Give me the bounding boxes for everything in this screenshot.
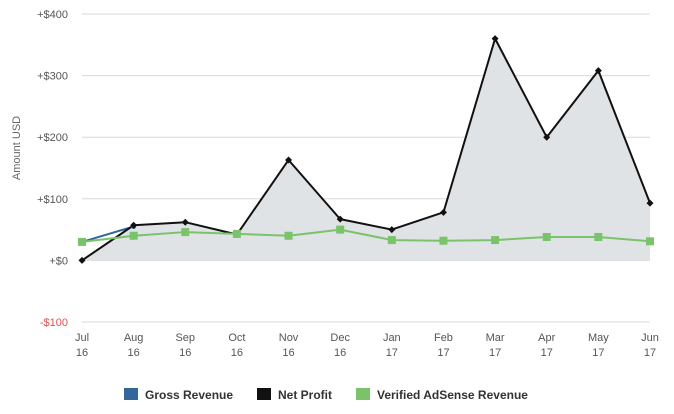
net-profit-point[interactable] <box>78 256 86 264</box>
x-tick-label: 16 <box>128 347 140 359</box>
x-tick-label: 16 <box>282 347 294 359</box>
legend-swatch-net-profit[interactable] <box>257 388 271 400</box>
net-profit-point[interactable] <box>491 35 499 43</box>
y-tick-label: +$0 <box>49 255 68 267</box>
legend-label-gross-revenue[interactable]: Gross Revenue <box>145 388 233 402</box>
verified-adsense-revenue-point[interactable] <box>284 231 293 240</box>
net-profit-point[interactable] <box>181 218 189 226</box>
verified-adsense-revenue-point[interactable] <box>232 229 241 238</box>
verified-adsense-revenue-point[interactable] <box>181 228 190 237</box>
verified-adsense-revenue-point[interactable] <box>594 232 603 241</box>
x-tick-label: Mar <box>486 332 505 344</box>
x-tick-label: Aug <box>124 332 144 344</box>
net-profit-area <box>82 38 650 261</box>
net-profit-point[interactable] <box>388 226 396 234</box>
verified-adsense-revenue-point[interactable] <box>542 232 551 241</box>
x-tick-label: Oct <box>228 332 245 344</box>
verified-adsense-revenue-point[interactable] <box>129 231 138 240</box>
x-tick-label: 16 <box>179 347 191 359</box>
verified-adsense-revenue-point[interactable] <box>646 237 654 246</box>
x-tick-label: 17 <box>386 347 398 359</box>
legend-label-verified-adsense-revenue[interactable]: Verified AdSense Revenue <box>377 388 528 402</box>
net-profit-point[interactable] <box>130 221 138 229</box>
y-axis-ticks: -$100 +$0 +$100 +$200 +$300 +$400 <box>37 9 68 329</box>
y-axis-title: Amount USD <box>11 116 23 180</box>
y-tick-label: +$200 <box>37 132 68 144</box>
verified-adsense-revenue-point[interactable] <box>491 236 500 245</box>
x-tick-label: 16 <box>231 347 243 359</box>
x-tick-label: Jan <box>383 332 401 344</box>
net-profit-line <box>81 37 651 262</box>
verified-adsense-revenue-line <box>81 228 651 243</box>
legend-swatch-gross-revenue[interactable] <box>124 388 138 400</box>
gross-revenue-line <box>81 225 134 243</box>
verified-adsense-revenue-point[interactable] <box>336 225 345 234</box>
x-tick-label: Dec <box>330 332 350 344</box>
net-profit-point[interactable] <box>594 67 602 75</box>
net-profit-area-fill <box>82 38 650 261</box>
y-tick-label: +$400 <box>37 9 68 21</box>
net-profit-point[interactable] <box>646 199 654 207</box>
series-markers <box>78 35 654 264</box>
x-axis-ticks: Jul 16 Aug 16 Sep 16 Oct 16 Nov 16 Dec 16 Jan 17 Feb 17… <box>75 332 659 359</box>
verified-adsense-revenue-point[interactable] <box>439 236 448 245</box>
x-tick-label: Apr <box>538 332 555 344</box>
x-tick-label: Feb <box>434 332 453 344</box>
y-tick-label: +$300 <box>37 71 68 83</box>
x-tick-label: Jun <box>641 332 659 344</box>
x-tick-label: 17 <box>489 347 501 359</box>
y-tick-label: -$100 <box>40 317 68 329</box>
x-tick-label: 16 <box>76 347 88 359</box>
legend[interactable]: Gross Revenue Net Profit Verified AdSense … <box>124 388 528 402</box>
x-tick-label: 17 <box>541 347 553 359</box>
net-profit-point[interactable] <box>285 156 293 164</box>
verified-adsense-revenue-point[interactable] <box>78 237 86 246</box>
x-tick-label: 17 <box>644 347 656 359</box>
net-profit-point[interactable] <box>336 215 344 223</box>
x-tick-label: May <box>588 332 609 344</box>
x-tick-label: Sep <box>175 332 195 344</box>
y-tick-label: +$100 <box>37 194 68 206</box>
series-lines <box>81 37 651 262</box>
net-profit-point[interactable] <box>439 208 447 216</box>
x-tick-label: Jul <box>75 332 89 344</box>
verified-adsense-revenue-point[interactable] <box>387 236 396 245</box>
x-tick-label: 17 <box>592 347 604 359</box>
x-tick-label: 16 <box>334 347 346 359</box>
legend-label-net-profit[interactable]: Net Profit <box>278 388 332 402</box>
x-tick-label: 17 <box>437 347 449 359</box>
x-tick-label: Nov <box>279 332 299 344</box>
net-profit-point[interactable] <box>543 133 551 141</box>
legend-swatch-verified-adsense-revenue[interactable] <box>356 388 370 400</box>
